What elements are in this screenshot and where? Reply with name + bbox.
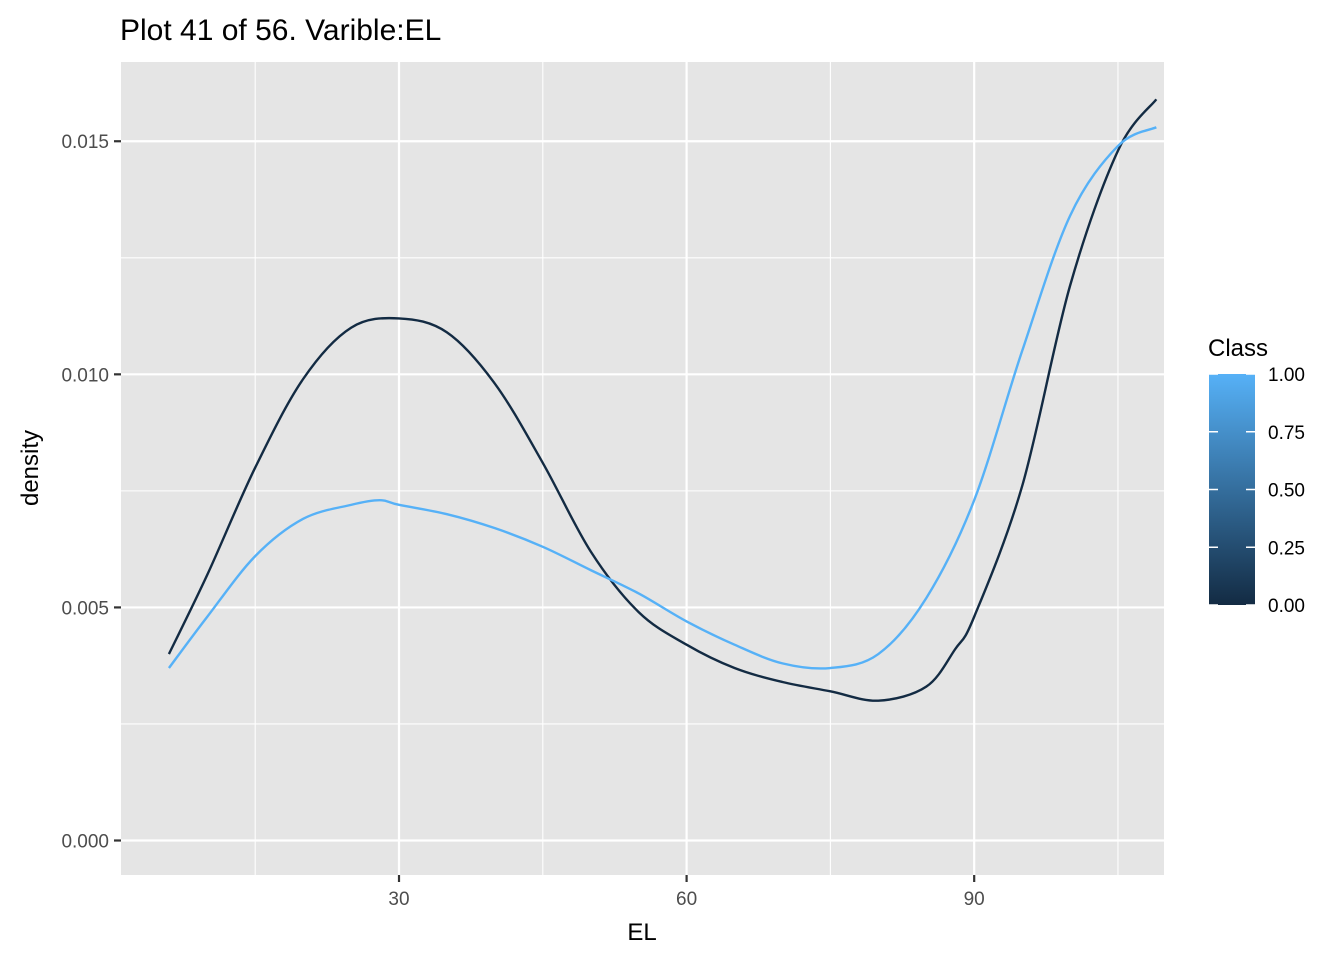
major-gridlines <box>121 62 1164 875</box>
minor-gridlines <box>121 62 1164 875</box>
x-tick-label: 60 <box>676 889 697 910</box>
legend-tick-label: 0.50 <box>1268 481 1305 502</box>
density-line-class-1 <box>167 126 1157 670</box>
y-axis-title: density <box>17 430 44 506</box>
legend-tick-label: 0.25 <box>1268 538 1305 559</box>
legend-tick-label: 0.75 <box>1268 423 1305 444</box>
y-tick-label: 0.000 <box>61 832 109 853</box>
legend-ticks: 0.00 0.25 0.50 0.75 1.00 <box>1209 365 1305 617</box>
legend-tick-label: 0.00 <box>1268 596 1305 617</box>
density-line-class-0 <box>167 98 1158 702</box>
x-tick-label: 30 <box>388 889 409 910</box>
y-tick-label: 0.010 <box>61 365 109 386</box>
x-axis-title: EL <box>627 919 656 946</box>
series-lines <box>167 98 1158 702</box>
y-tick-label: 0.015 <box>61 132 109 153</box>
y-tick-label: 0.005 <box>61 598 109 619</box>
legend-tick-label: 1.00 <box>1268 365 1305 386</box>
chart-title: Plot 41 of 56. Varible:EL <box>120 14 441 47</box>
plot-panel <box>121 62 1164 875</box>
y-axis-ticks: 0.000 0.005 0.010 0.015 <box>61 132 121 853</box>
legend-title: Class <box>1208 335 1268 362</box>
x-tick-label: 90 <box>964 889 985 910</box>
legend: Class 0.00 0.25 0.50 0.75 1.00 <box>1208 335 1305 617</box>
x-axis-ticks: 30 60 90 <box>388 875 985 910</box>
